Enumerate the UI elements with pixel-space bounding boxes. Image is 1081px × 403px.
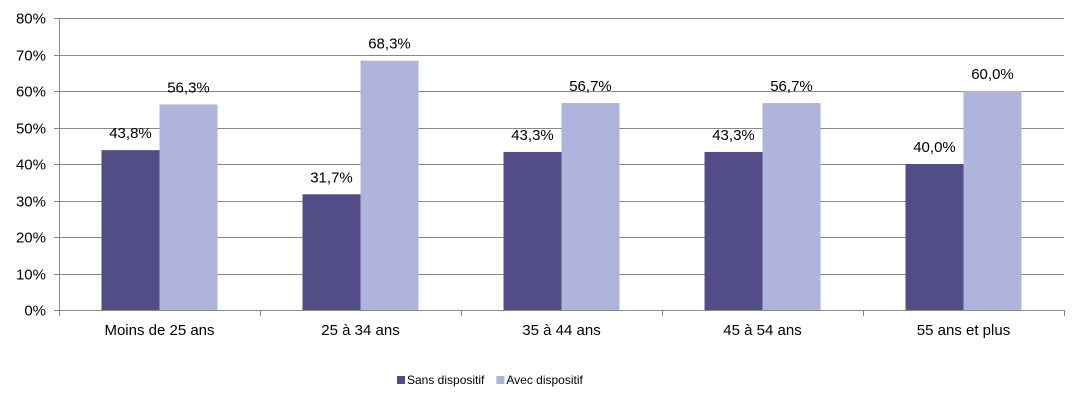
y-tick-label: 30% bbox=[16, 194, 46, 211]
data-label: 43,8% bbox=[109, 125, 152, 142]
bar-avec-dispositif bbox=[762, 103, 821, 310]
y-tick-label: 50% bbox=[16, 121, 46, 138]
legend: Sans dispositif Avec dispositif bbox=[397, 373, 584, 387]
y-tick-label: 60% bbox=[16, 84, 46, 101]
bar-sans-dispositif bbox=[704, 151, 763, 310]
data-label: 56,3% bbox=[167, 80, 210, 97]
y-tick-label: 20% bbox=[16, 230, 46, 247]
data-label: 43,3% bbox=[511, 127, 554, 144]
data-label: 56,7% bbox=[770, 78, 813, 95]
data-label: 31,7% bbox=[310, 169, 353, 186]
x-tick-label: Moins de 25 ans bbox=[104, 322, 214, 339]
y-tick-label: 40% bbox=[16, 157, 46, 174]
bar-avec-dispositif bbox=[963, 91, 1022, 310]
bar-avec-dispositif bbox=[561, 103, 620, 310]
bar-sans-dispositif bbox=[905, 164, 964, 310]
data-label: 40,0% bbox=[913, 139, 956, 156]
legend-label: Sans dispositif bbox=[407, 373, 485, 387]
bar-sans-dispositif bbox=[101, 150, 160, 310]
x-tick-label: 25 à 34 ans bbox=[321, 322, 399, 339]
data-labels: 43,8% 56,3% 31,7% 68,3% 43,3% 56,7% 43,3% 56,7%… bbox=[109, 36, 1014, 187]
legend-label: Avec dispositif bbox=[506, 373, 583, 387]
y-tick-label: 0% bbox=[24, 303, 46, 320]
x-axis-ticks: Moins de 25 ans 25 à 34 ans 35 à 44 ans 45 … bbox=[59, 310, 1065, 339]
bar-avec-dispositif bbox=[360, 60, 419, 310]
data-label: 60,0% bbox=[971, 66, 1014, 83]
x-tick-label: 55 ans et plus bbox=[917, 322, 1010, 339]
legend-swatch bbox=[496, 376, 505, 384]
bars bbox=[101, 60, 1022, 310]
data-label: 68,3% bbox=[368, 36, 411, 53]
data-label: 56,7% bbox=[569, 78, 612, 95]
bar-sans-dispositif bbox=[302, 194, 361, 310]
data-label: 43,3% bbox=[712, 127, 755, 144]
y-tick-label: 10% bbox=[16, 267, 46, 284]
x-tick-label: 35 à 44 ans bbox=[522, 322, 600, 339]
y-axis-ticks: 0% 10% 20% 30% 40% 50% 60% 70% 80% bbox=[16, 11, 59, 320]
x-tick-label: 45 à 54 ans bbox=[723, 322, 801, 339]
bar-avec-dispositif bbox=[159, 104, 218, 310]
y-tick-label: 70% bbox=[16, 48, 46, 65]
axes bbox=[59, 18, 1064, 311]
bar-sans-dispositif bbox=[503, 151, 562, 310]
y-tick-label: 80% bbox=[16, 11, 46, 28]
legend-swatch bbox=[397, 376, 405, 384]
